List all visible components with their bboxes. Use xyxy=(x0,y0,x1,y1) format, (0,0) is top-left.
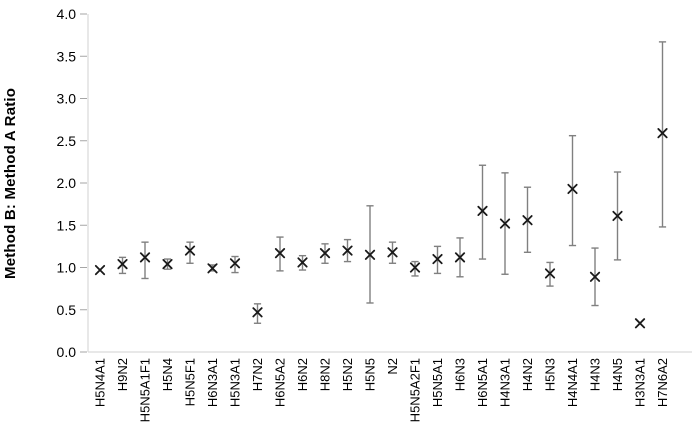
marker-stroke xyxy=(364,249,376,260)
x-tick-label: H4N3A1 xyxy=(498,358,513,407)
x-tick-label: H4N2 xyxy=(520,358,535,391)
marker-stroke xyxy=(477,205,488,216)
x-tick-label: H6N3 xyxy=(453,358,468,391)
y-tick-label: 0.5 xyxy=(57,302,77,318)
marker-stroke xyxy=(499,218,511,229)
data-point-marker xyxy=(94,264,106,276)
x-tick-label: H8N2 xyxy=(318,358,333,391)
x-tick-label: H5N5F1 xyxy=(183,358,198,406)
marker-stroke xyxy=(544,268,556,279)
data-point-marker xyxy=(522,215,533,226)
marker-stroke xyxy=(207,263,218,274)
y-axis-title: Method B: Method A Ratio xyxy=(2,87,19,279)
y-tick-label: 1.0 xyxy=(57,260,77,276)
marker-stroke xyxy=(252,307,263,318)
data-point-marker xyxy=(387,247,398,258)
y-tick-label: 1.5 xyxy=(57,217,77,233)
marker-stroke xyxy=(184,245,196,256)
data-point-marker xyxy=(364,249,376,260)
x-tick-label: H5N3A1 xyxy=(228,358,243,407)
data-point-marker xyxy=(432,253,443,265)
x-tick-label: H7N6A2 xyxy=(655,358,670,407)
marker-stroke xyxy=(229,258,241,269)
x-tick-label: H3N3A1 xyxy=(633,358,648,407)
data-point-marker xyxy=(567,183,578,195)
data-point-marker xyxy=(342,245,353,256)
marker-stroke xyxy=(567,183,578,195)
y-tick-label: 0.0 xyxy=(57,344,77,360)
data-point-marker xyxy=(612,210,623,222)
marker-stroke xyxy=(297,257,308,268)
marker-stroke xyxy=(589,271,601,282)
marker-stroke xyxy=(634,318,646,329)
marker-stroke xyxy=(162,259,173,270)
data-point-marker xyxy=(139,252,151,263)
marker-stroke xyxy=(522,215,533,226)
marker-stroke xyxy=(117,259,128,270)
data-point-marker xyxy=(207,263,218,274)
data-point-marker xyxy=(477,205,488,216)
data-point-marker xyxy=(657,128,668,139)
x-tick-label: H5N5 xyxy=(363,358,378,391)
marker-stroke xyxy=(657,128,668,139)
data-point-marker xyxy=(409,262,421,273)
data-point-marker xyxy=(589,271,601,282)
marker-stroke xyxy=(612,210,623,222)
marker-stroke xyxy=(454,252,466,263)
marker-stroke xyxy=(409,262,421,273)
y-tick-label: 3.5 xyxy=(57,48,77,64)
x-tick-label: H5N4 xyxy=(160,358,175,391)
x-tick-label: H6N2 xyxy=(295,358,310,391)
x-tick-label: N2 xyxy=(385,358,400,375)
y-tick-label: 2.0 xyxy=(57,175,77,191)
x-tick-label: H5N3 xyxy=(543,358,558,391)
x-tick-label: H5N5A2F1 xyxy=(408,358,423,422)
x-tick-label: H5N5A1 xyxy=(430,358,445,407)
marker-stroke xyxy=(432,253,443,265)
marker-stroke xyxy=(387,247,398,258)
data-point-marker xyxy=(634,318,646,329)
y-tick-label: 2.5 xyxy=(57,133,77,149)
x-tick-label: H5N4A1 xyxy=(93,358,108,407)
data-point-marker xyxy=(319,248,331,259)
x-tick-label: H9N2 xyxy=(115,358,130,391)
data-point-marker xyxy=(162,259,173,270)
data-point-marker xyxy=(499,218,511,229)
data-point-marker xyxy=(229,258,241,269)
y-tick-label: 3.0 xyxy=(57,91,77,107)
data-point-marker xyxy=(252,307,263,318)
x-tick-label: H4N4A1 xyxy=(565,358,580,407)
y-tick-label: 4.0 xyxy=(57,6,77,22)
x-tick-label: H6N5A2 xyxy=(273,358,288,407)
x-tick-label: H6N3A1 xyxy=(205,358,220,407)
marker-stroke xyxy=(94,264,106,276)
x-tick-label: H6N5A1 xyxy=(475,358,490,407)
x-tick-label: H4N5 xyxy=(610,358,625,391)
marker-stroke xyxy=(319,248,331,259)
x-tick-label: H4N3 xyxy=(588,358,603,391)
x-tick-label: H5N2 xyxy=(340,358,355,391)
data-point-marker xyxy=(274,248,286,259)
marker-stroke xyxy=(274,248,286,259)
data-point-marker xyxy=(117,259,128,270)
x-tick-label: H5N5A1F1 xyxy=(138,358,153,422)
data-point-marker xyxy=(454,252,466,263)
x-tick-label: H7N2 xyxy=(250,358,265,391)
data-point-marker xyxy=(544,268,556,279)
data-point-marker xyxy=(184,245,196,256)
marker-stroke xyxy=(139,252,151,263)
marker-stroke xyxy=(342,245,353,256)
data-point-marker xyxy=(297,257,308,268)
